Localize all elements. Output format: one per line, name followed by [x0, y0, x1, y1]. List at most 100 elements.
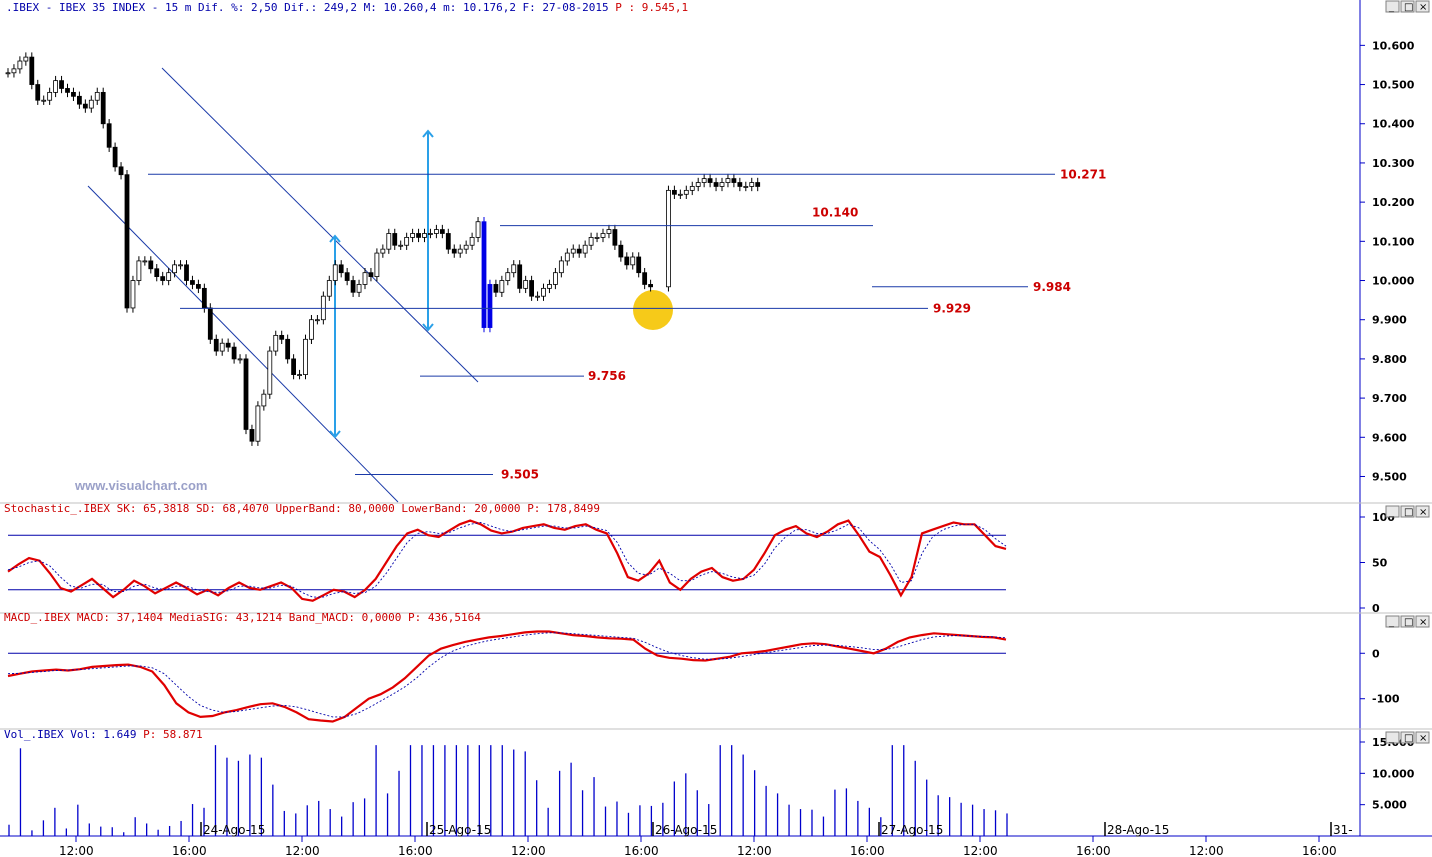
candle-body	[136, 260, 142, 281]
window-button-glyph: _	[1388, 507, 1395, 518]
panel-window-buttons[interactable]: _ □ × _ □ × _ □ × _ □ ×	[1385, 0, 1430, 744]
level-label: 9.505	[501, 468, 539, 482]
window-button[interactable]	[1400, 505, 1415, 518]
y-tick-label: 0	[1372, 602, 1380, 615]
stoch-header-p: P: 178,8499	[527, 502, 600, 515]
candle-body	[743, 186, 749, 188]
y-tick-label: 50	[1372, 557, 1388, 570]
y-tick-label: 9.700	[1372, 392, 1407, 405]
y-tick-label: 10.000	[1372, 767, 1415, 780]
candle-body	[606, 229, 612, 234]
candle-body	[457, 248, 463, 254]
candle-body	[201, 287, 207, 309]
candle-body	[148, 260, 154, 270]
candle-body	[160, 276, 166, 281]
window-button-glyph: ×	[1419, 617, 1427, 628]
window-button[interactable]	[1400, 615, 1415, 628]
candle-body	[356, 284, 362, 293]
x-time-label: 12:00	[963, 844, 998, 857]
candle-body	[47, 91, 53, 101]
candle-body	[267, 350, 273, 395]
y-tick-label: 9.800	[1372, 353, 1407, 366]
candle-body	[439, 229, 445, 234]
candle-body	[404, 237, 410, 246]
candle-body	[445, 233, 451, 250]
candle-body	[362, 272, 368, 285]
candle-body	[695, 182, 701, 187]
candle-body	[23, 56, 29, 62]
candle-body	[463, 244, 469, 250]
window-button[interactable]	[1385, 0, 1400, 13]
window-button-glyph: □	[1404, 507, 1413, 518]
volume-panel	[8, 745, 1008, 836]
svg-text:Stochastic_.IBEX SK: 65,3818 S: Stochastic_.IBEX SK: 65,3818 SD: 68,4070…	[4, 502, 600, 515]
candle-body	[469, 237, 475, 246]
candle-body	[493, 284, 499, 293]
candle-body	[422, 233, 427, 238]
x-date-label: 24-Ago-15	[203, 823, 265, 837]
window-button[interactable]	[1385, 505, 1400, 518]
candle-body	[523, 280, 529, 289]
main-header: .IBEX - IBEX 35 INDEX - 15 m Dif. %: 2,5…	[6, 1, 609, 14]
window-button[interactable]	[1415, 0, 1430, 13]
candle-body	[237, 358, 243, 361]
candle-body	[225, 342, 231, 348]
candle-body	[713, 182, 719, 187]
candle-body	[5, 72, 11, 75]
candle-body	[243, 358, 249, 430]
candle-body	[219, 342, 225, 352]
candle-body	[517, 264, 523, 289]
window-button[interactable]	[1415, 615, 1430, 628]
window-button[interactable]	[1400, 731, 1415, 744]
window-button[interactable]	[1415, 505, 1430, 518]
window-button-glyph: □	[1404, 2, 1413, 13]
x-time-label: 16:00	[850, 844, 885, 857]
candle-body	[582, 244, 588, 254]
candle-body	[88, 99, 94, 109]
candle-body	[701, 178, 707, 183]
candle-body	[642, 272, 648, 285]
candle-body	[553, 272, 558, 285]
level-label: 9.984	[1033, 280, 1071, 294]
y-tick-label: 10.500	[1372, 79, 1415, 92]
candle-body	[594, 237, 600, 239]
candle-body	[41, 99, 47, 102]
candle-body	[309, 319, 314, 340]
price-candles	[5, 52, 761, 446]
window-button[interactable]	[1400, 0, 1415, 13]
vol-header: Vol_.IBEX Vol: 1.649	[4, 728, 136, 741]
window-button-glyph: _	[1388, 617, 1395, 628]
window-button[interactable]	[1385, 731, 1400, 744]
y-tick-label: 0	[1372, 647, 1380, 660]
candle-body	[416, 233, 421, 238]
candle-body	[94, 91, 100, 101]
level-label: 10.271	[1060, 167, 1106, 181]
candle-body	[677, 193, 683, 196]
x-time-label: 12:00	[1189, 844, 1224, 857]
candle-body	[386, 233, 392, 250]
candle-body	[178, 264, 183, 267]
window-button-glyph: ×	[1419, 507, 1427, 518]
candle-body	[433, 229, 439, 234]
candle-body	[451, 248, 457, 254]
candle-body	[558, 260, 564, 274]
stochastic-panel	[7, 519, 1007, 602]
window-button-glyph: ×	[1419, 2, 1427, 13]
candle-body	[291, 358, 297, 375]
window-button[interactable]	[1415, 731, 1430, 744]
candle-body	[142, 260, 148, 263]
channel-upper-line	[161, 67, 479, 383]
series-mediasig	[7, 632, 1007, 718]
svg-text:MACD_.IBEX MACD: 37,1404 Media: MACD_.IBEX MACD: 37,1404 MediaSIG: 43,12…	[4, 611, 481, 624]
candle-body	[481, 221, 487, 328]
candle-body	[314, 319, 320, 322]
y-tick-label: 5.000	[1372, 799, 1407, 812]
window-button[interactable]	[1385, 615, 1400, 628]
candle-body	[350, 280, 356, 293]
candle-body	[195, 284, 201, 289]
time-axis: 12:00 16:00 12:00 16:00 12:00 16:00 12:00 16:00…	[59, 822, 1353, 857]
y-tick-label: 10.200	[1372, 196, 1415, 209]
candle-body	[487, 284, 493, 328]
candle-body	[588, 237, 594, 246]
measure-arrowhead	[329, 234, 341, 243]
